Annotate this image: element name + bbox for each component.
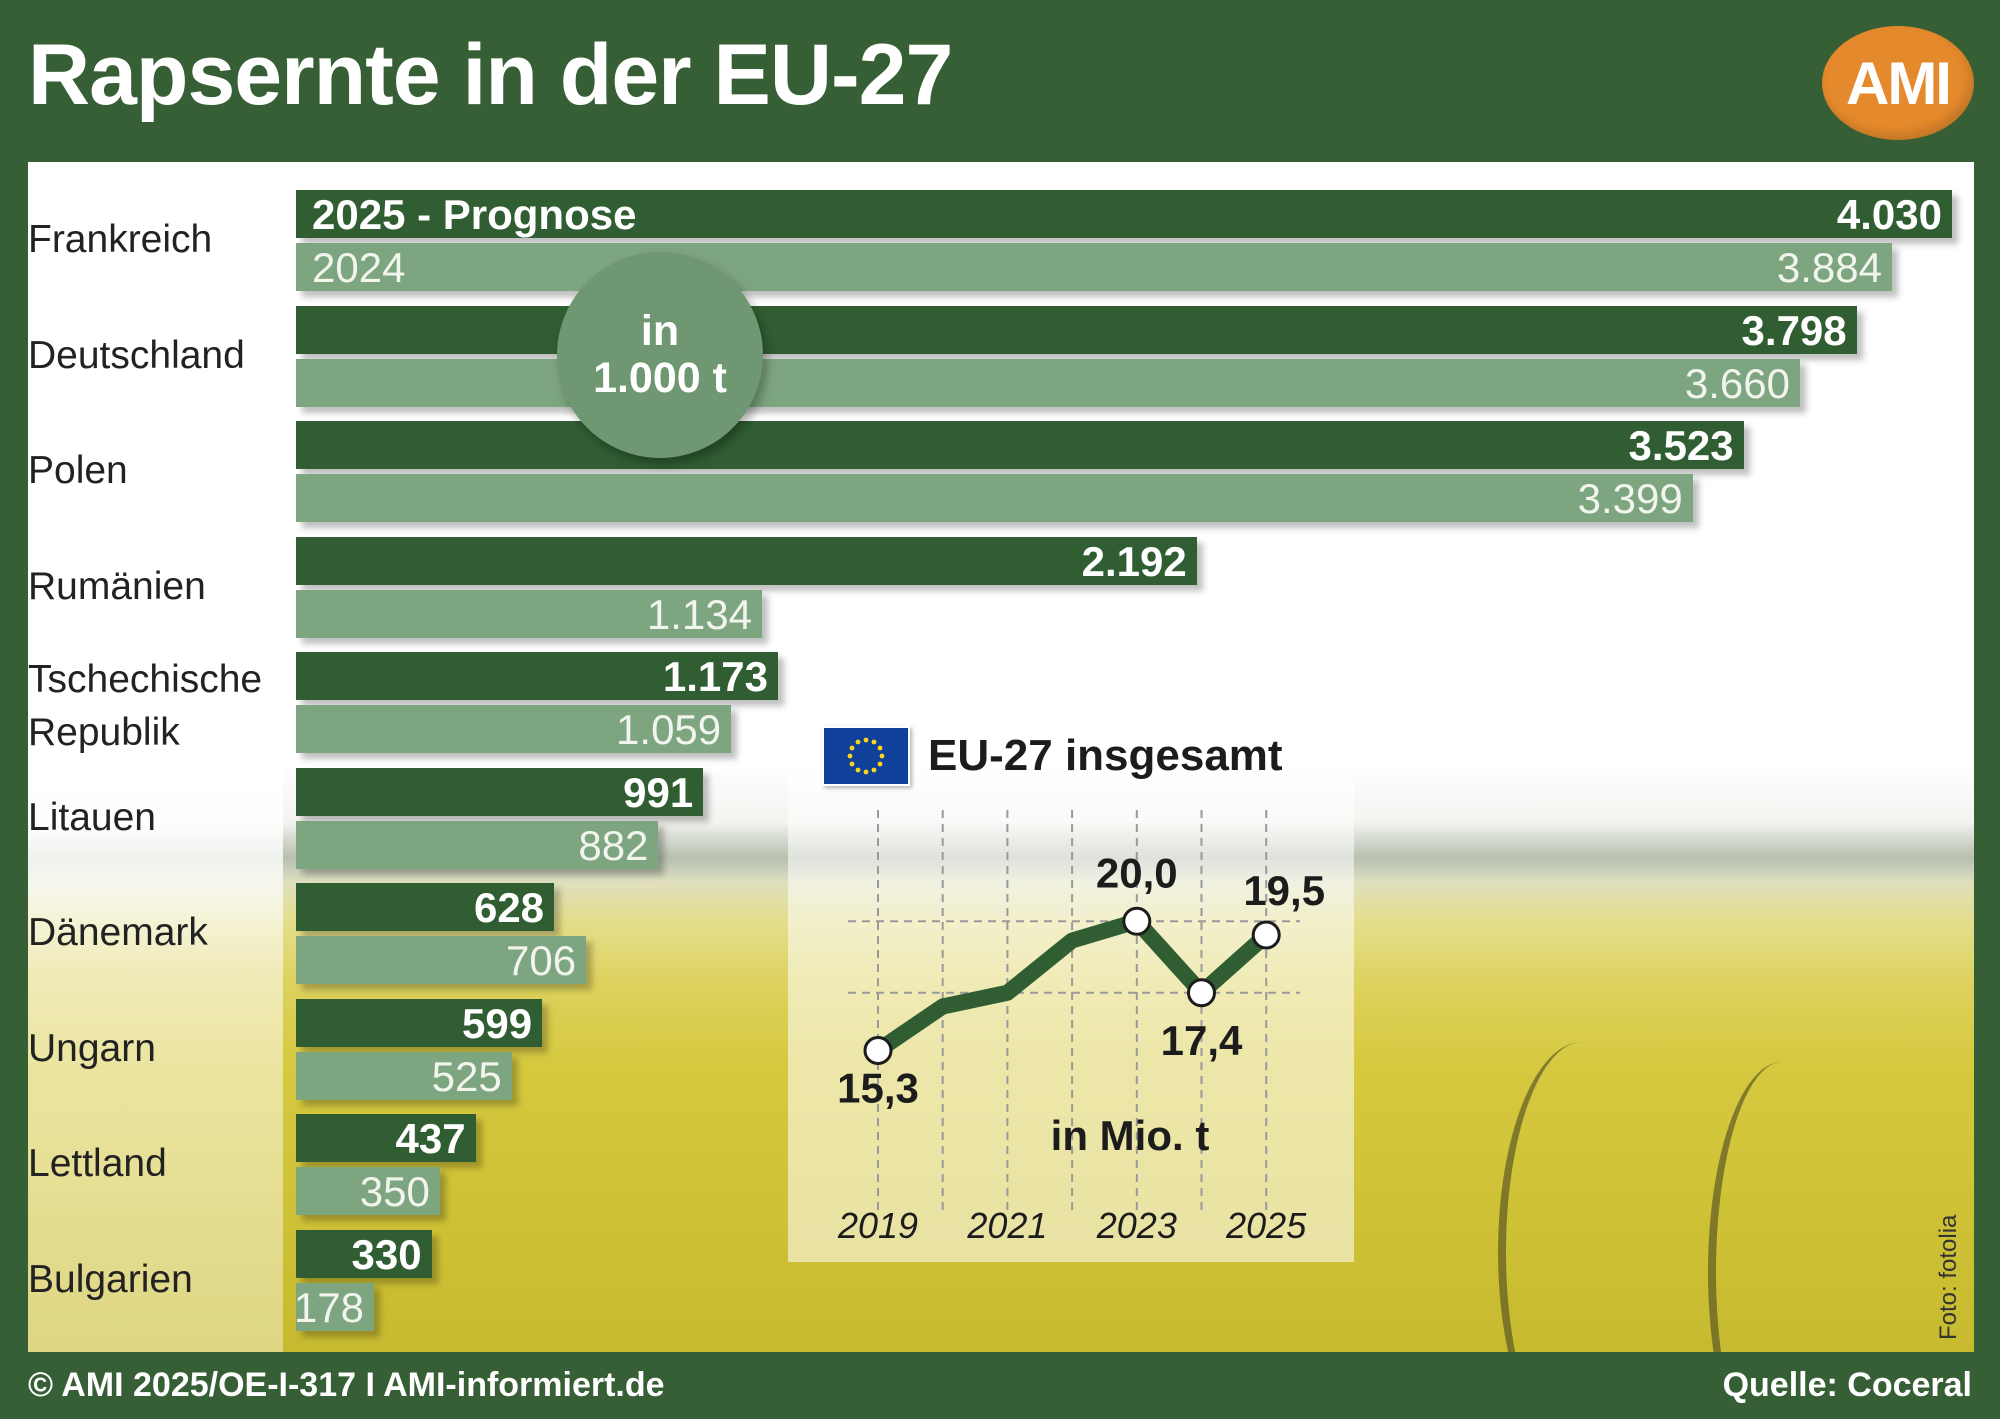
bar-value-label: 991 [623,768,694,816]
bar-2024: 3.399 [296,474,1693,522]
bar-value-label: 599 [462,999,533,1047]
bar-value-label: 3.523 [1628,422,1734,469]
bar-value-label: 2.192 [1081,537,1187,585]
bar-value-label: 1.059 [616,706,722,753]
bar-2025: 437 [296,1114,476,1162]
legend-label-2024: 2024 [312,244,406,291]
unit-badge-line1: in [640,306,680,355]
country-label: Bulgarien [28,1257,193,1301]
bar-2024: 178 [293,1282,374,1331]
bar-2024: 1.059 [296,705,732,753]
bar-2025: 2.192 [296,536,1197,585]
bar-value-label: 1.134 [646,590,752,638]
bar-2025: 991 [296,767,704,816]
bar-2025: 1.173 [296,652,778,700]
bar-2025: 4.030 2025 - Prognose [296,190,1952,238]
country-label: Ungarn [28,1026,156,1070]
header-band [0,0,2000,162]
legend-label-2025: 2025 - Prognose [312,191,637,238]
inset-header: EU-27 insgesamt [822,726,1283,786]
country-label: Dänemark [28,911,208,954]
bar-value-label: 706 [506,937,577,984]
country-label: Lettland [28,1142,167,1185]
unit-badge: in 1.000 t [557,252,763,458]
bar-value-label: 3.660 [1684,359,1790,407]
bar-value-label: 178 [293,1283,364,1331]
photo-credit: Foto: fotolia [1935,1214,1962,1340]
field-track [1498,1042,1666,1352]
ami-logo: AMI [1822,26,1974,140]
bar-value-label: 4.030 [1836,191,1942,238]
bar-value-label: 3.399 [1577,475,1683,522]
bar-2024: 3.660 [296,358,1800,407]
bar-2025: 3.798 [296,305,1857,354]
country-label: Litauen [28,795,156,839]
country-label: Frankreich [28,218,213,261]
bar-2024: 1.134 [296,589,762,638]
bar-value-label: 330 [351,1230,422,1278]
field-track [1708,1062,1856,1352]
bar-value-label: 3.798 [1741,306,1847,354]
bar-value-label: 882 [578,821,649,869]
bar-2024: 706 [296,936,587,984]
bar-2025: 599 [296,998,543,1047]
bar-2025: 3.523 [296,421,1744,469]
eu-total-inset [788,722,1354,1262]
bar-2025: 330 [296,1229,432,1278]
unit-badge-line2: 1.000 t [593,354,727,402]
bar-value-label: 1.173 [662,653,768,700]
bar-value-label: 628 [473,884,545,931]
bar-2025: 628 [296,883,555,931]
country-label: Rumänien [28,564,206,608]
country-label: Deutschland [28,333,245,377]
bar-2024: 882 [296,820,659,869]
bar-2024: 350 [296,1167,440,1215]
page-title: Rapsernte in der EU-27 [28,27,953,123]
bar-2024: 525 [296,1051,512,1100]
bar-2024: 3.884 2024 [296,243,1892,291]
country-label: Tschechische Republik [28,658,263,754]
country-label: Polen [28,449,128,492]
footer-copyright: © AMI 2025/OE-I-317 I AMI-informiert.de [28,1366,665,1404]
bar-value-label: 525 [431,1052,502,1100]
bar-value-label: 3.884 [1776,244,1882,291]
eu-flag-icon [822,726,910,786]
inset-title: EU-27 insgesamt [928,731,1283,780]
bar-value-label: 350 [359,1168,430,1215]
label-column-backdrop [28,162,283,1352]
bar-value-label: 437 [395,1115,466,1162]
footer-source: Quelle: Coceral [1722,1366,1972,1404]
